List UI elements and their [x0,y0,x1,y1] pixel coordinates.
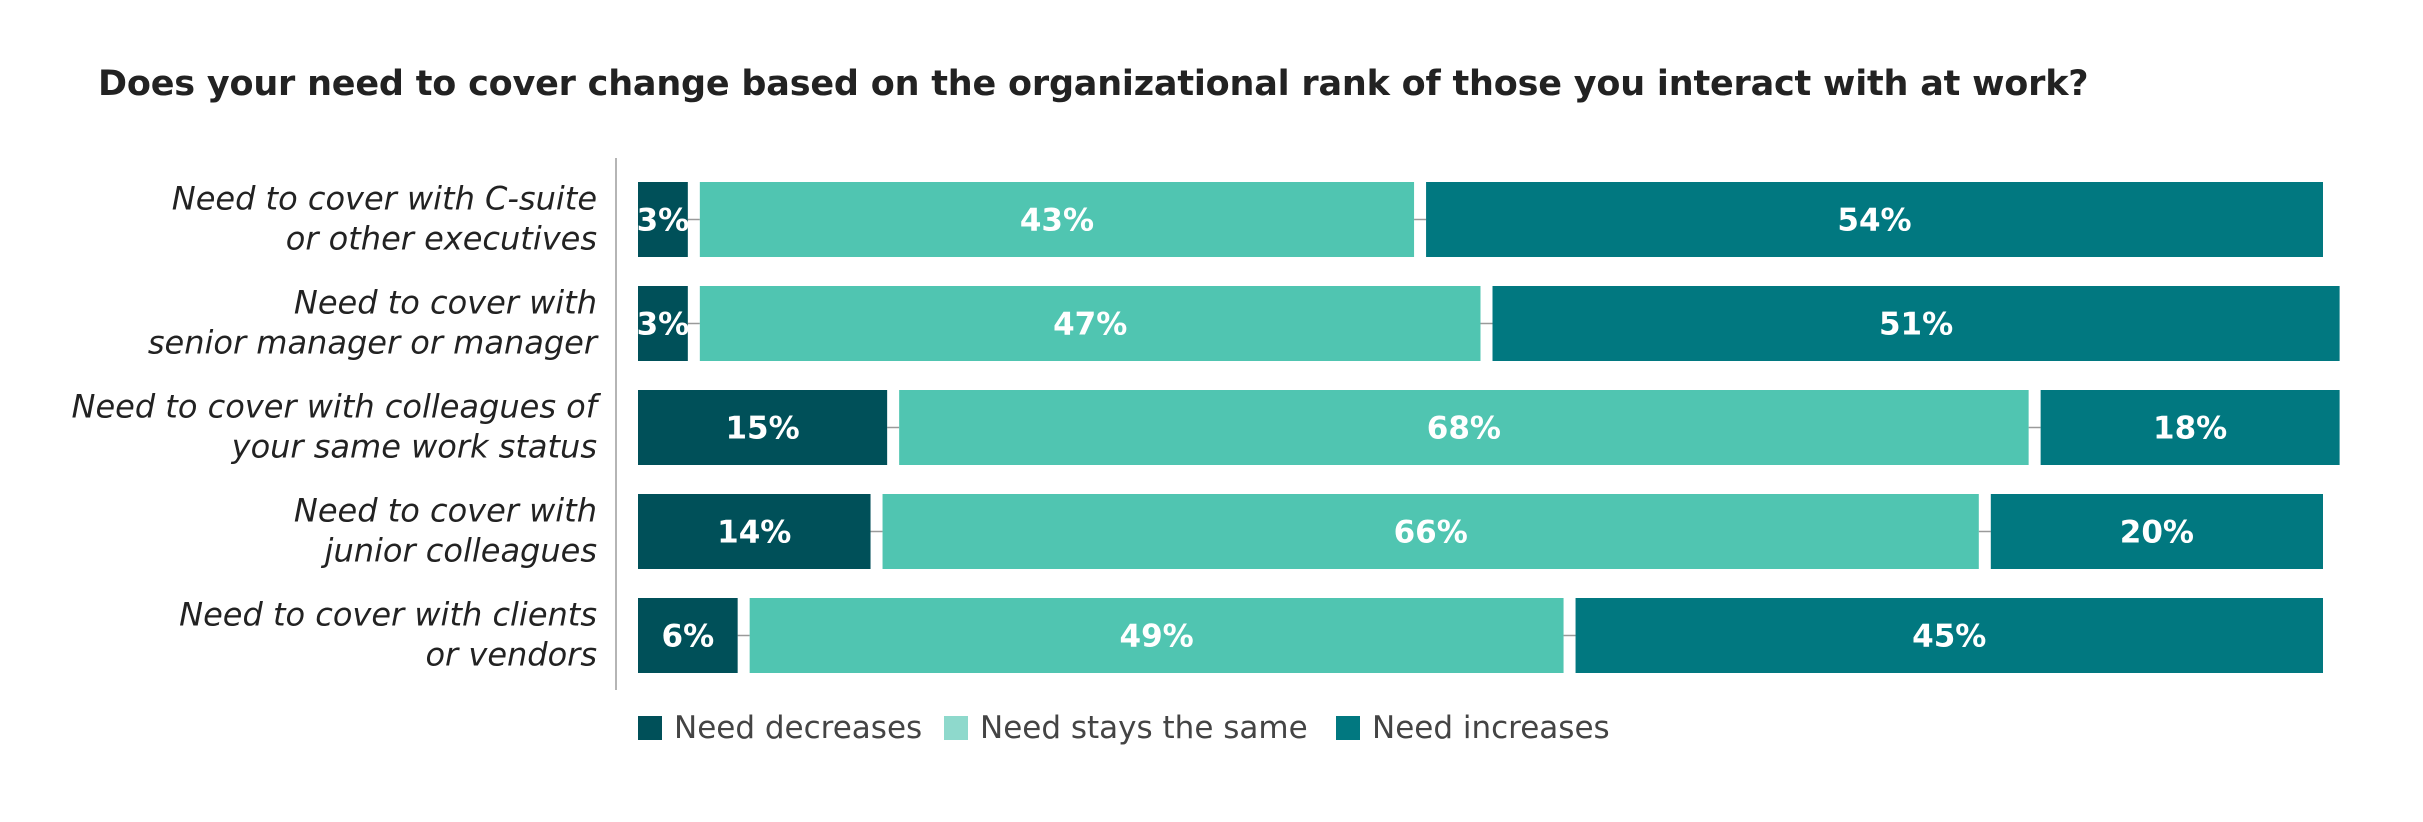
bar-value-label: 20% [2120,515,2194,551]
bar-segment [749,598,1564,673]
bar-value-label: 51% [1879,307,1953,343]
bar-value-label: 68% [1427,411,1501,447]
bar-value-label: 66% [1394,515,1468,551]
legend-label: Need increases [1372,710,1610,746]
bar-segment [699,286,1481,361]
bar-segment [638,598,738,673]
category-label-line: or other executives [286,220,597,258]
bar-value-label: 43% [1020,203,1094,239]
bar-value-label: 3% [637,203,690,239]
category-label-line: your same work status [231,428,597,466]
category-label-line: Need to cover with clients [179,596,597,634]
category-label: Need to cover with clients or vendors [179,596,597,674]
bar-value-label: 14% [717,515,791,551]
category-label-line: or vendors [425,636,597,674]
bar-value-label: 54% [1837,203,1911,239]
legend-swatch [638,716,662,740]
bar-segment [899,390,2029,465]
bar-value-label: 47% [1053,307,1127,343]
bar-value-label: 49% [1120,619,1194,655]
legend-swatch [944,716,968,740]
bar-segment [1990,494,2323,569]
bar-value-label: 15% [725,411,799,447]
bar-segment [2040,390,2340,465]
bar-segment [638,494,871,569]
bar-value-label: 3% [637,307,690,343]
legend-label: Need stays the same [980,710,1308,746]
bar-segment [699,182,1415,257]
category-label: Need to cover with colleagues of your sam… [72,388,602,466]
bar-value-label: 45% [1912,619,1986,655]
legend-swatch [1336,716,1360,740]
category-label-line: Need to cover with colleagues of [72,388,602,426]
category-label-line: junior colleagues [321,532,597,570]
bar-segment [882,494,1979,569]
bar-segment [638,286,688,361]
category-label-line: Need to cover with [294,284,597,322]
bar-segment [1492,286,2340,361]
bar-segment [638,182,688,257]
chart-title: Does your need to cover change based on … [98,64,2089,104]
category-label-line: Need to cover with C-suite [172,180,597,218]
category-label: Need to cover with C-suite or other execu… [172,180,597,258]
bar-segment [1575,598,2323,673]
category-label-line: Need to cover with [294,492,597,530]
bar-value-label: 18% [2153,411,2227,447]
category-label: Need to cover with senior manager or mana… [148,284,599,362]
category-label: Need to cover with junior colleagues [294,492,597,570]
bar-value-label: 6% [662,619,715,655]
bar-segment [1426,182,2323,257]
bar-segment [638,390,888,465]
category-label-line: senior manager or manager [148,324,599,362]
legend-label: Need decreases [674,710,922,746]
